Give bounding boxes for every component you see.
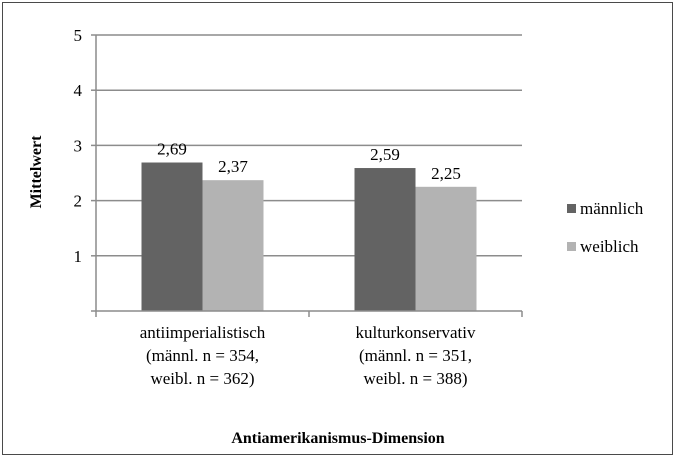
bar-weiblich bbox=[202, 180, 264, 311]
chart-frame bbox=[2, 2, 673, 455]
x-tick-label: weibl. n = 362) bbox=[150, 369, 254, 388]
bar-männlich bbox=[354, 168, 416, 311]
labels: 1 2 3 4 5 2,69 2,37 antiimperialistisch (männl. … bbox=[74, 26, 476, 388]
data-label: 2,37 bbox=[218, 157, 248, 176]
x-tick-label: (männl. n = 354, bbox=[146, 346, 259, 365]
x-tick-label: (männl. n = 351, bbox=[359, 346, 472, 365]
legend-label-weiblich: weiblich bbox=[580, 237, 639, 256]
y-tick-label: 3 bbox=[74, 136, 83, 155]
legend: männlich weiblich bbox=[567, 199, 644, 256]
bars bbox=[141, 162, 477, 311]
y-axis-title: Mittelwert bbox=[28, 135, 45, 209]
y-tick-label: 5 bbox=[74, 26, 83, 45]
x-tick-label: antiimperialistisch bbox=[140, 323, 266, 342]
data-label: 2,59 bbox=[370, 145, 400, 164]
y-tick-label: 4 bbox=[74, 81, 83, 100]
legend-swatch-männlich bbox=[567, 204, 576, 213]
axes bbox=[91, 34, 523, 317]
data-label: 2,25 bbox=[431, 164, 461, 183]
x-tick-label: kulturkonservativ bbox=[356, 323, 476, 342]
bar-männlich bbox=[141, 162, 203, 311]
y-tick-label: 1 bbox=[74, 247, 83, 266]
y-tick-label: 2 bbox=[74, 192, 83, 211]
legend-label-männlich: männlich bbox=[580, 199, 644, 218]
data-label: 2,69 bbox=[157, 140, 187, 159]
x-axis-title: Antiamerikanismus-Dimension bbox=[231, 430, 444, 447]
bar-weiblich bbox=[415, 186, 477, 311]
x-tick-label: weibl. n = 388) bbox=[363, 369, 467, 388]
legend-swatch-weiblich bbox=[567, 242, 576, 251]
